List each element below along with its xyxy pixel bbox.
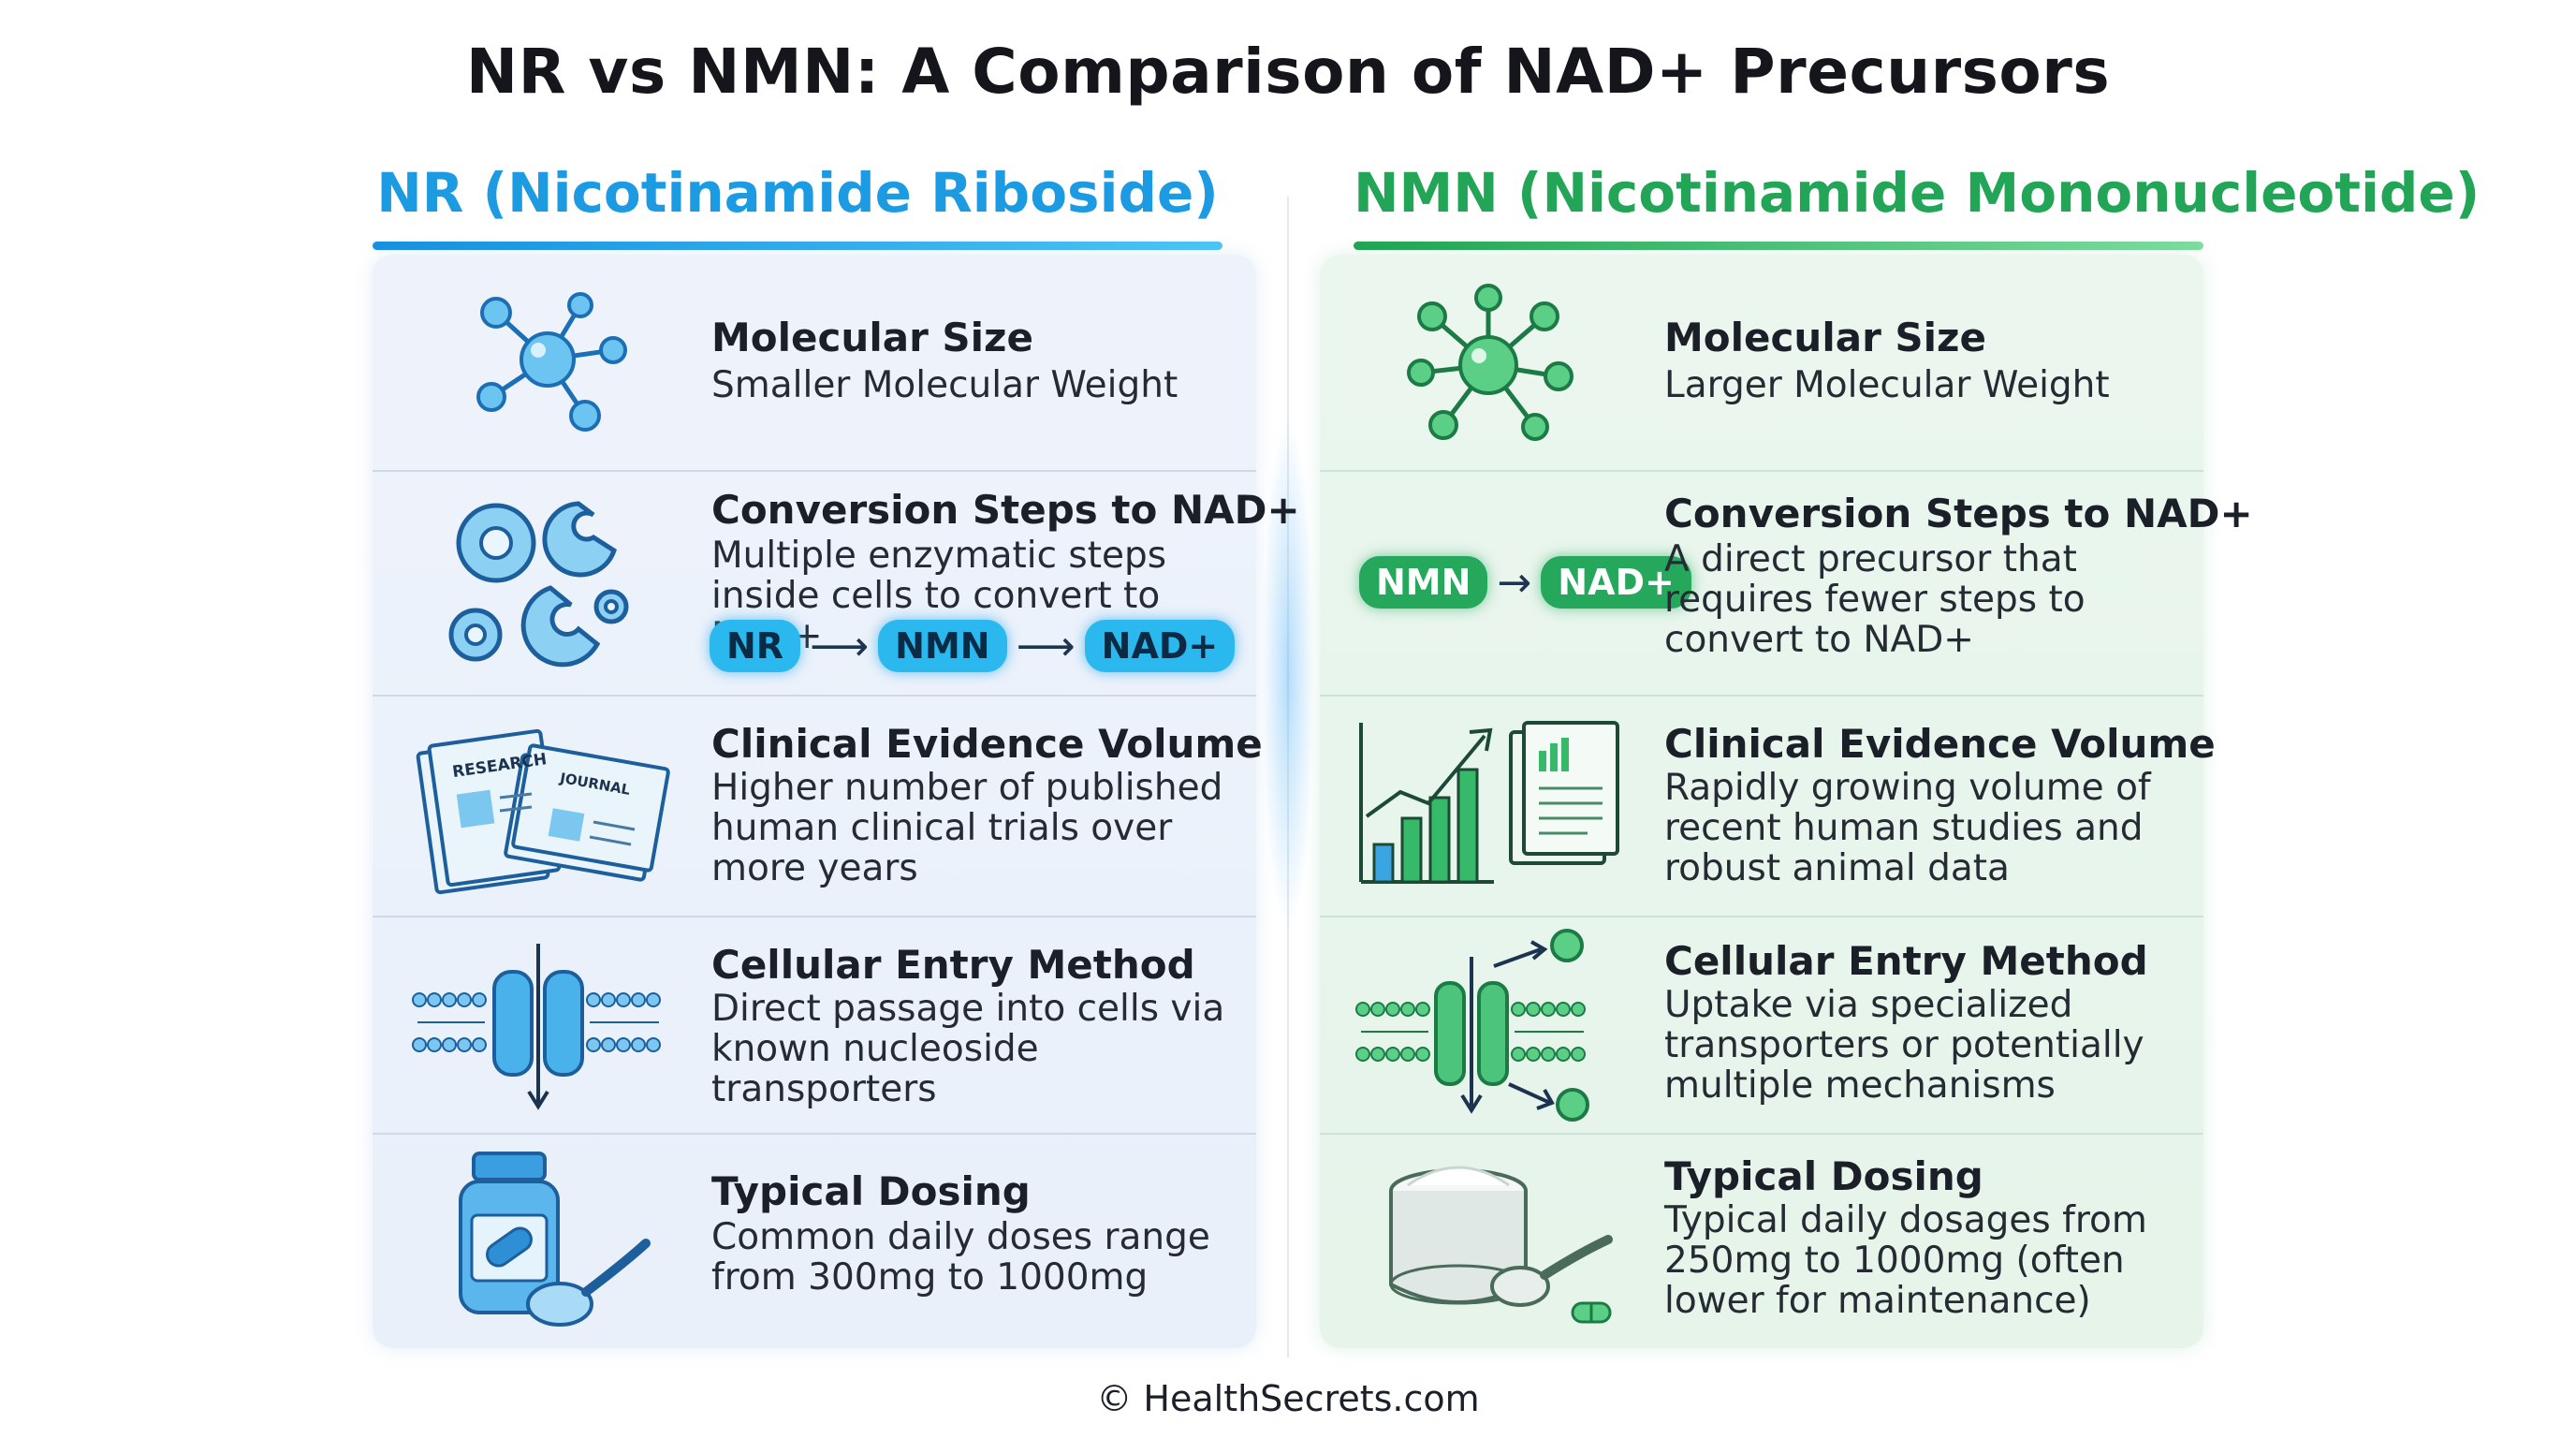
copyright-footer: © HealthSecrets.com [1096, 1378, 1480, 1419]
nr-conversion-flow: NR ⟶ NMN ⟶ NAD+ [710, 620, 1236, 672]
row-separator [1320, 695, 2203, 697]
row-separator [373, 470, 1256, 472]
nmn-clinical-title: Clinical Evidence Volume [1664, 721, 2216, 767]
gears-enzyme-icon [448, 501, 629, 668]
nr-molecular-size-title: Molecular Size [711, 315, 1033, 360]
nr-dosing-title: Typical Dosing [711, 1168, 1031, 1214]
flow-pill-nad: NAD+ [1541, 556, 1691, 609]
nmn-panel: Molecular Size Larger Molecular Weight N… [1320, 255, 2253, 1348]
nmn-conversion-title: Conversion Steps to NAD+ [1664, 491, 2253, 536]
growth-chart-document-icon [1359, 721, 1619, 884]
row-separator [373, 1133, 1256, 1135]
page-title: NR vs NMN: A Comparison of NAD+ Precurso… [465, 36, 2111, 108]
nr-clinical-title: Clinical Evidence Volume [711, 721, 1263, 767]
column-divider [1287, 197, 1289, 1357]
nr-entry-title: Cellular Entry Method [711, 942, 1195, 988]
powder-jar-spoon-icon [1389, 1166, 1613, 1324]
nr-conversion-title: Conversion Steps to NAD+ [711, 487, 1300, 533]
arrow-right-icon: → [1497, 558, 1532, 607]
molecule-icon [476, 292, 627, 432]
nmn-entry-text: Uptake via specialized transporters or p… [1664, 984, 2144, 1107]
research-journal-icon: RESEARCH JOURNAL [416, 728, 670, 895]
nmn-dosing-title: Typical Dosing [1664, 1153, 1983, 1199]
flow-pill-nad: NAD+ [1084, 620, 1236, 672]
nmn-molecular-size-text: Larger Molecular Weight [1664, 364, 2110, 406]
nr-panel: Molecular Size Smaller Molecular Weight … [373, 255, 1300, 1348]
arrow-right-icon: ⟶ [810, 622, 870, 670]
nr-heading-underline [373, 242, 1222, 250]
nr-molecular-size-text: Smaller Molecular Weight [711, 364, 1178, 406]
nmn-column-heading: NMN (Nicotinamide Mononucleotide) [1354, 161, 2481, 225]
arrow-right-icon: ⟶ [1016, 622, 1076, 670]
flow-pill-nmn: NMN [1359, 556, 1488, 609]
nmn-dosing-text: Typical daily dosages from 250mg to 1000… [1664, 1199, 2147, 1322]
row-separator [373, 695, 1256, 697]
nmn-entry-title: Cellular Entry Method [1664, 938, 2148, 984]
cell-membrane-icon [412, 944, 661, 1110]
nr-column-heading: NR (Nicotinamide Riboside) [376, 161, 1219, 225]
row-separator [1320, 470, 2203, 472]
molecule-icon [1407, 284, 1573, 441]
center-glow [1262, 412, 1314, 936]
nr-entry-text: Direct passage into cells via known nucl… [711, 988, 1225, 1110]
transporter-membrane-icon [1355, 929, 1589, 1122]
nmn-molecular-size-title: Molecular Size [1664, 315, 1986, 360]
nmn-heading-underline [1354, 242, 2203, 250]
nmn-clinical-text: Rapidly growing volume of recent human s… [1664, 767, 2151, 889]
pill-bottle-spoon-icon [459, 1152, 651, 1327]
flow-pill-nr: NR [710, 620, 801, 672]
nr-dosing-text: Common daily doses range from 300mg to 1… [711, 1216, 1210, 1299]
row-separator [1320, 916, 2203, 917]
nr-clinical-text: Higher number of published human clinica… [711, 767, 1223, 889]
flow-pill-nmn: NMN [878, 620, 1007, 672]
row-separator [373, 916, 1256, 917]
row-separator [1320, 1133, 2203, 1135]
nmn-conversion-text: A direct precursor that requires fewer s… [1664, 538, 2086, 661]
nmn-conversion-flow: NMN → NAD+ [1359, 556, 1691, 609]
